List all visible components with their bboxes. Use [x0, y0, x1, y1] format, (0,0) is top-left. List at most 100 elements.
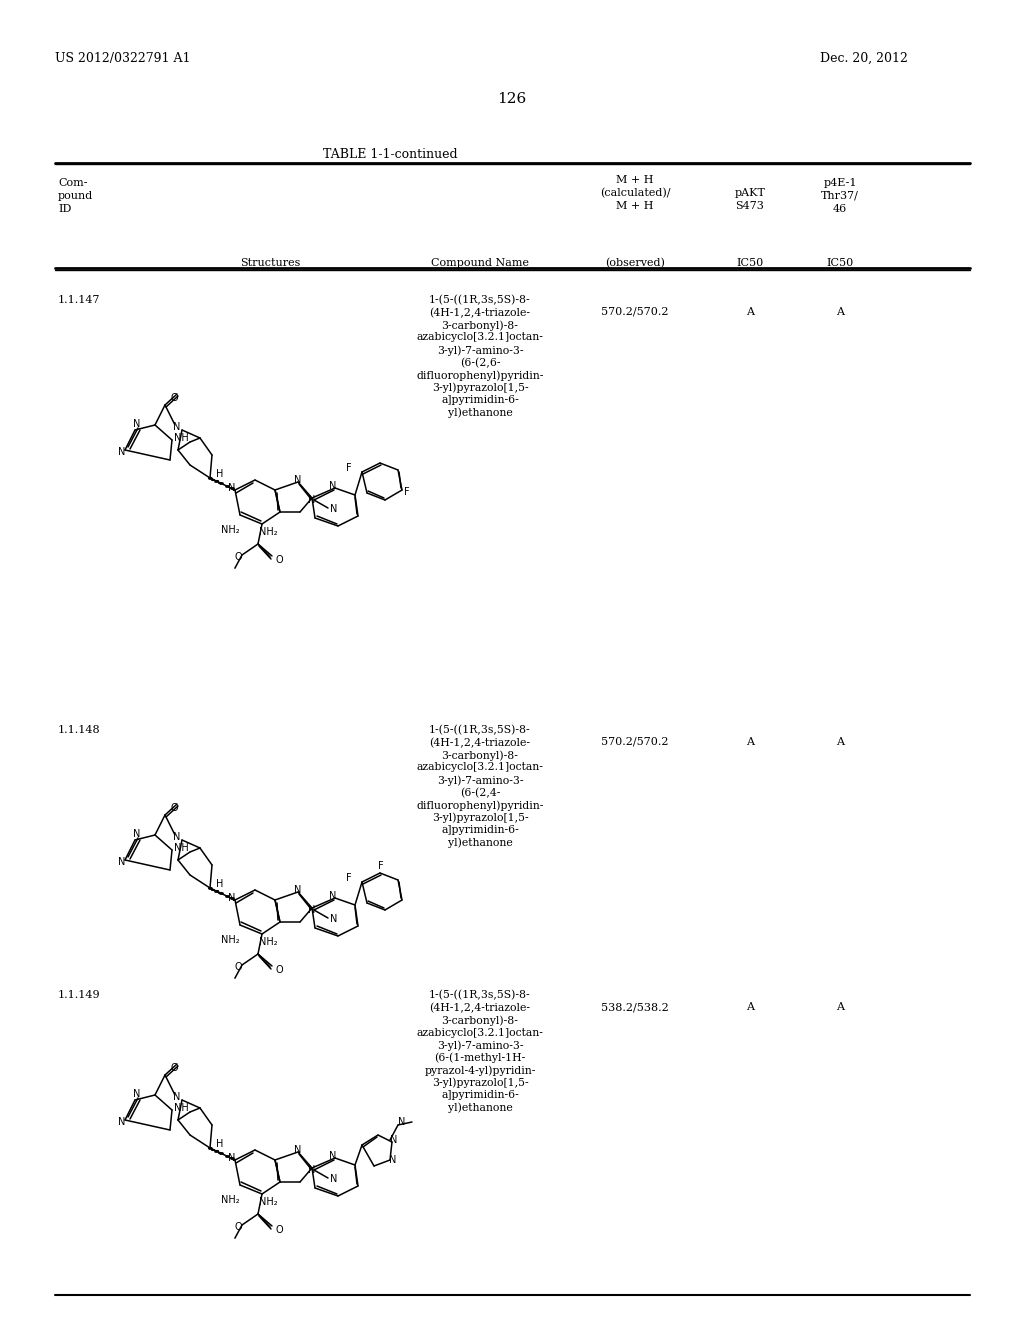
- Text: TABLE 1-1-continued: TABLE 1-1-continued: [323, 148, 458, 161]
- Text: 1.1.149: 1.1.149: [58, 990, 100, 1001]
- Text: 46: 46: [833, 205, 847, 214]
- Text: 1.1.147: 1.1.147: [58, 294, 100, 305]
- Text: p4E-1: p4E-1: [823, 178, 857, 187]
- Text: N: N: [227, 894, 234, 903]
- Text: N: N: [227, 1152, 234, 1163]
- Text: M + H: M + H: [616, 176, 653, 185]
- Text: A: A: [746, 737, 754, 747]
- Text: A: A: [836, 308, 844, 317]
- Text: ID: ID: [58, 205, 72, 214]
- Text: H: H: [216, 879, 223, 888]
- Text: (6-(2,4-: (6-(2,4-: [460, 788, 500, 797]
- Text: NH₂: NH₂: [221, 1195, 240, 1205]
- Text: A: A: [746, 308, 754, 317]
- Text: O: O: [170, 803, 178, 813]
- Text: (4H-1,2,4-triazole-: (4H-1,2,4-triazole-: [429, 308, 530, 318]
- Text: O: O: [234, 962, 242, 972]
- Text: yl)ethanone: yl)ethanone: [447, 837, 512, 847]
- Text: F: F: [404, 487, 410, 498]
- Text: N: N: [330, 891, 337, 902]
- Text: N: N: [330, 504, 337, 513]
- Text: N: N: [330, 1151, 337, 1162]
- Text: 3-yl)-7-amino-3-: 3-yl)-7-amino-3-: [437, 1040, 523, 1051]
- Text: Thr37/: Thr37/: [821, 191, 859, 201]
- Text: NH₂: NH₂: [259, 527, 278, 537]
- Text: yl)ethanone: yl)ethanone: [447, 1102, 512, 1113]
- Text: M + H: M + H: [616, 201, 653, 211]
- Text: NH₂: NH₂: [259, 937, 278, 946]
- Text: azabicyclo[3.2.1]octan-: azabicyclo[3.2.1]octan-: [417, 763, 544, 772]
- Text: N: N: [173, 832, 180, 842]
- Text: O: O: [234, 552, 242, 562]
- Text: (6-(2,6-: (6-(2,6-: [460, 358, 501, 368]
- Text: F: F: [346, 873, 352, 883]
- Text: difluorophenyl)pyridin-: difluorophenyl)pyridin-: [417, 370, 544, 380]
- Text: A: A: [836, 737, 844, 747]
- Text: (4H-1,2,4-triazole-: (4H-1,2,4-triazole-: [429, 1002, 530, 1012]
- Text: 3-carbonyl)-8-: 3-carbonyl)-8-: [441, 1015, 518, 1026]
- Text: N: N: [308, 1166, 315, 1175]
- Text: US 2012/0322791 A1: US 2012/0322791 A1: [55, 51, 190, 65]
- Text: azabicyclo[3.2.1]octan-: azabicyclo[3.2.1]octan-: [417, 1027, 544, 1038]
- Text: 1-(5-((1R,3s,5S)-8-: 1-(5-((1R,3s,5S)-8-: [429, 725, 530, 735]
- Text: 1-(5-((1R,3s,5S)-8-: 1-(5-((1R,3s,5S)-8-: [429, 990, 530, 1001]
- Text: H: H: [216, 469, 223, 479]
- Text: A: A: [746, 1002, 754, 1012]
- Text: 1-(5-((1R,3s,5S)-8-: 1-(5-((1R,3s,5S)-8-: [429, 294, 530, 305]
- Text: (calculated)/: (calculated)/: [600, 187, 671, 198]
- Text: N: N: [133, 829, 140, 840]
- Text: O: O: [276, 1225, 284, 1236]
- Text: 1.1.148: 1.1.148: [58, 725, 100, 735]
- Text: NH: NH: [174, 1104, 188, 1113]
- Text: N: N: [119, 447, 126, 457]
- Text: N: N: [173, 1092, 180, 1102]
- Text: 3-yl)-7-amino-3-: 3-yl)-7-amino-3-: [437, 345, 523, 355]
- Text: 3-yl)pyrazolo[1,5-: 3-yl)pyrazolo[1,5-: [432, 1077, 528, 1088]
- Text: 126: 126: [498, 92, 526, 106]
- Text: (observed): (observed): [605, 257, 665, 268]
- Text: pound: pound: [58, 191, 93, 201]
- Text: N: N: [227, 483, 234, 492]
- Text: Dec. 20, 2012: Dec. 20, 2012: [820, 51, 908, 65]
- Text: N: N: [294, 884, 302, 895]
- Text: F: F: [346, 463, 352, 473]
- Text: S473: S473: [735, 201, 765, 211]
- Text: O: O: [170, 1063, 178, 1073]
- Text: Structures: Structures: [240, 257, 300, 268]
- Text: N: N: [133, 1089, 140, 1100]
- Text: difluorophenyl)pyridin-: difluorophenyl)pyridin-: [417, 800, 544, 810]
- Text: N: N: [389, 1155, 396, 1166]
- Text: O: O: [234, 1222, 242, 1232]
- Text: N: N: [308, 495, 315, 506]
- Text: NH₂: NH₂: [221, 525, 240, 535]
- Text: a]pyrimidin-6-: a]pyrimidin-6-: [441, 825, 519, 836]
- Text: a]pyrimidin-6-: a]pyrimidin-6-: [441, 395, 519, 405]
- Text: (6-(1-methyl-1H-: (6-(1-methyl-1H-: [434, 1052, 525, 1063]
- Text: Compound Name: Compound Name: [431, 257, 529, 268]
- Text: pyrazol-4-yl)pyridin-: pyrazol-4-yl)pyridin-: [424, 1065, 536, 1076]
- Text: N: N: [294, 475, 302, 484]
- Text: 570.2/570.2: 570.2/570.2: [601, 737, 669, 747]
- Text: IC50: IC50: [736, 257, 764, 268]
- Text: azabicyclo[3.2.1]octan-: azabicyclo[3.2.1]octan-: [417, 333, 544, 342]
- Text: 3-yl)pyrazolo[1,5-: 3-yl)pyrazolo[1,5-: [432, 383, 528, 393]
- Text: 3-carbonyl)-8-: 3-carbonyl)-8-: [441, 750, 518, 760]
- Text: 570.2/570.2: 570.2/570.2: [601, 308, 669, 317]
- Text: pAKT: pAKT: [734, 187, 765, 198]
- Text: O: O: [276, 554, 284, 565]
- Text: IC50: IC50: [826, 257, 854, 268]
- Text: NH₂: NH₂: [221, 935, 240, 945]
- Text: N: N: [119, 857, 126, 867]
- Text: NH₂: NH₂: [259, 1197, 278, 1206]
- Text: N: N: [398, 1117, 406, 1127]
- Text: F: F: [378, 861, 384, 871]
- Text: N: N: [294, 1144, 302, 1155]
- Text: 538.2/538.2: 538.2/538.2: [601, 1002, 669, 1012]
- Text: N: N: [173, 422, 180, 432]
- Text: 3-yl)-7-amino-3-: 3-yl)-7-amino-3-: [437, 775, 523, 785]
- Text: O: O: [276, 965, 284, 975]
- Text: NH: NH: [174, 843, 188, 853]
- Text: NH: NH: [174, 433, 188, 444]
- Text: A: A: [836, 1002, 844, 1012]
- Text: yl)ethanone: yl)ethanone: [447, 408, 512, 418]
